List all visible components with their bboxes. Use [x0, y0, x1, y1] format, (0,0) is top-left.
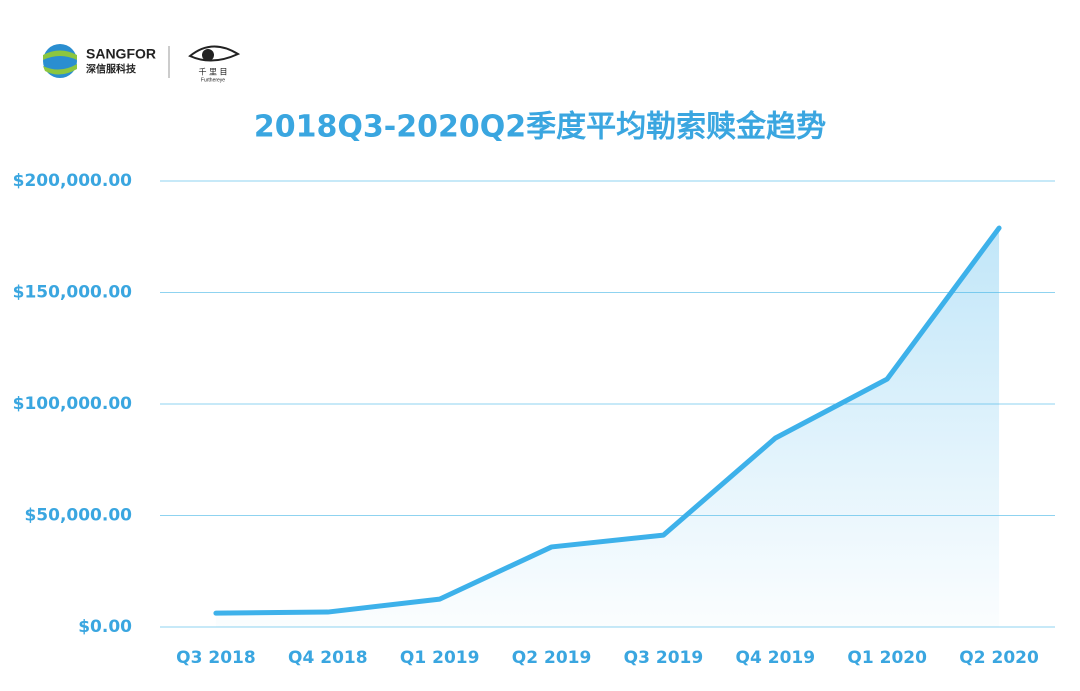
x-tick-label: Q4 2019: [736, 648, 816, 668]
brand-subname: 深信服科技: [86, 63, 137, 76]
sangfor-logo: SANGFOR 深信服科技: [43, 44, 170, 78]
y-tick-label: $200,000.00: [13, 171, 133, 191]
product-name-en: Furthereye: [201, 77, 225, 83]
y-tick-label: $150,000.00: [13, 283, 133, 303]
x-tick-label: Q3 2019: [624, 648, 704, 668]
x-tick-label: Q4 2018: [288, 648, 368, 668]
x-tick-label: Q1 2020: [847, 648, 927, 668]
y-tick-label: $0.00: [78, 617, 132, 637]
x-tick-label: Q1 2019: [400, 648, 480, 668]
x-tick-label: Q2 2019: [512, 648, 592, 668]
chart-title: 2018Q3-2020Q2季度平均勒索赎金趋势: [254, 110, 826, 145]
product-logo: 千 里 目 Furthereye: [188, 45, 241, 83]
area-fill: [215, 228, 1000, 628]
x-tick-label: Q3 2018: [176, 648, 256, 668]
product-name: 千 里 目: [198, 67, 227, 77]
x-tick-label: Q2 2020: [959, 648, 1039, 668]
brand-name: SANGFOR: [86, 46, 156, 62]
y-tick-label: $50,000.00: [24, 506, 132, 526]
line: [213, 225, 1002, 616]
y-tick-label: $100,000.00: [13, 394, 133, 414]
